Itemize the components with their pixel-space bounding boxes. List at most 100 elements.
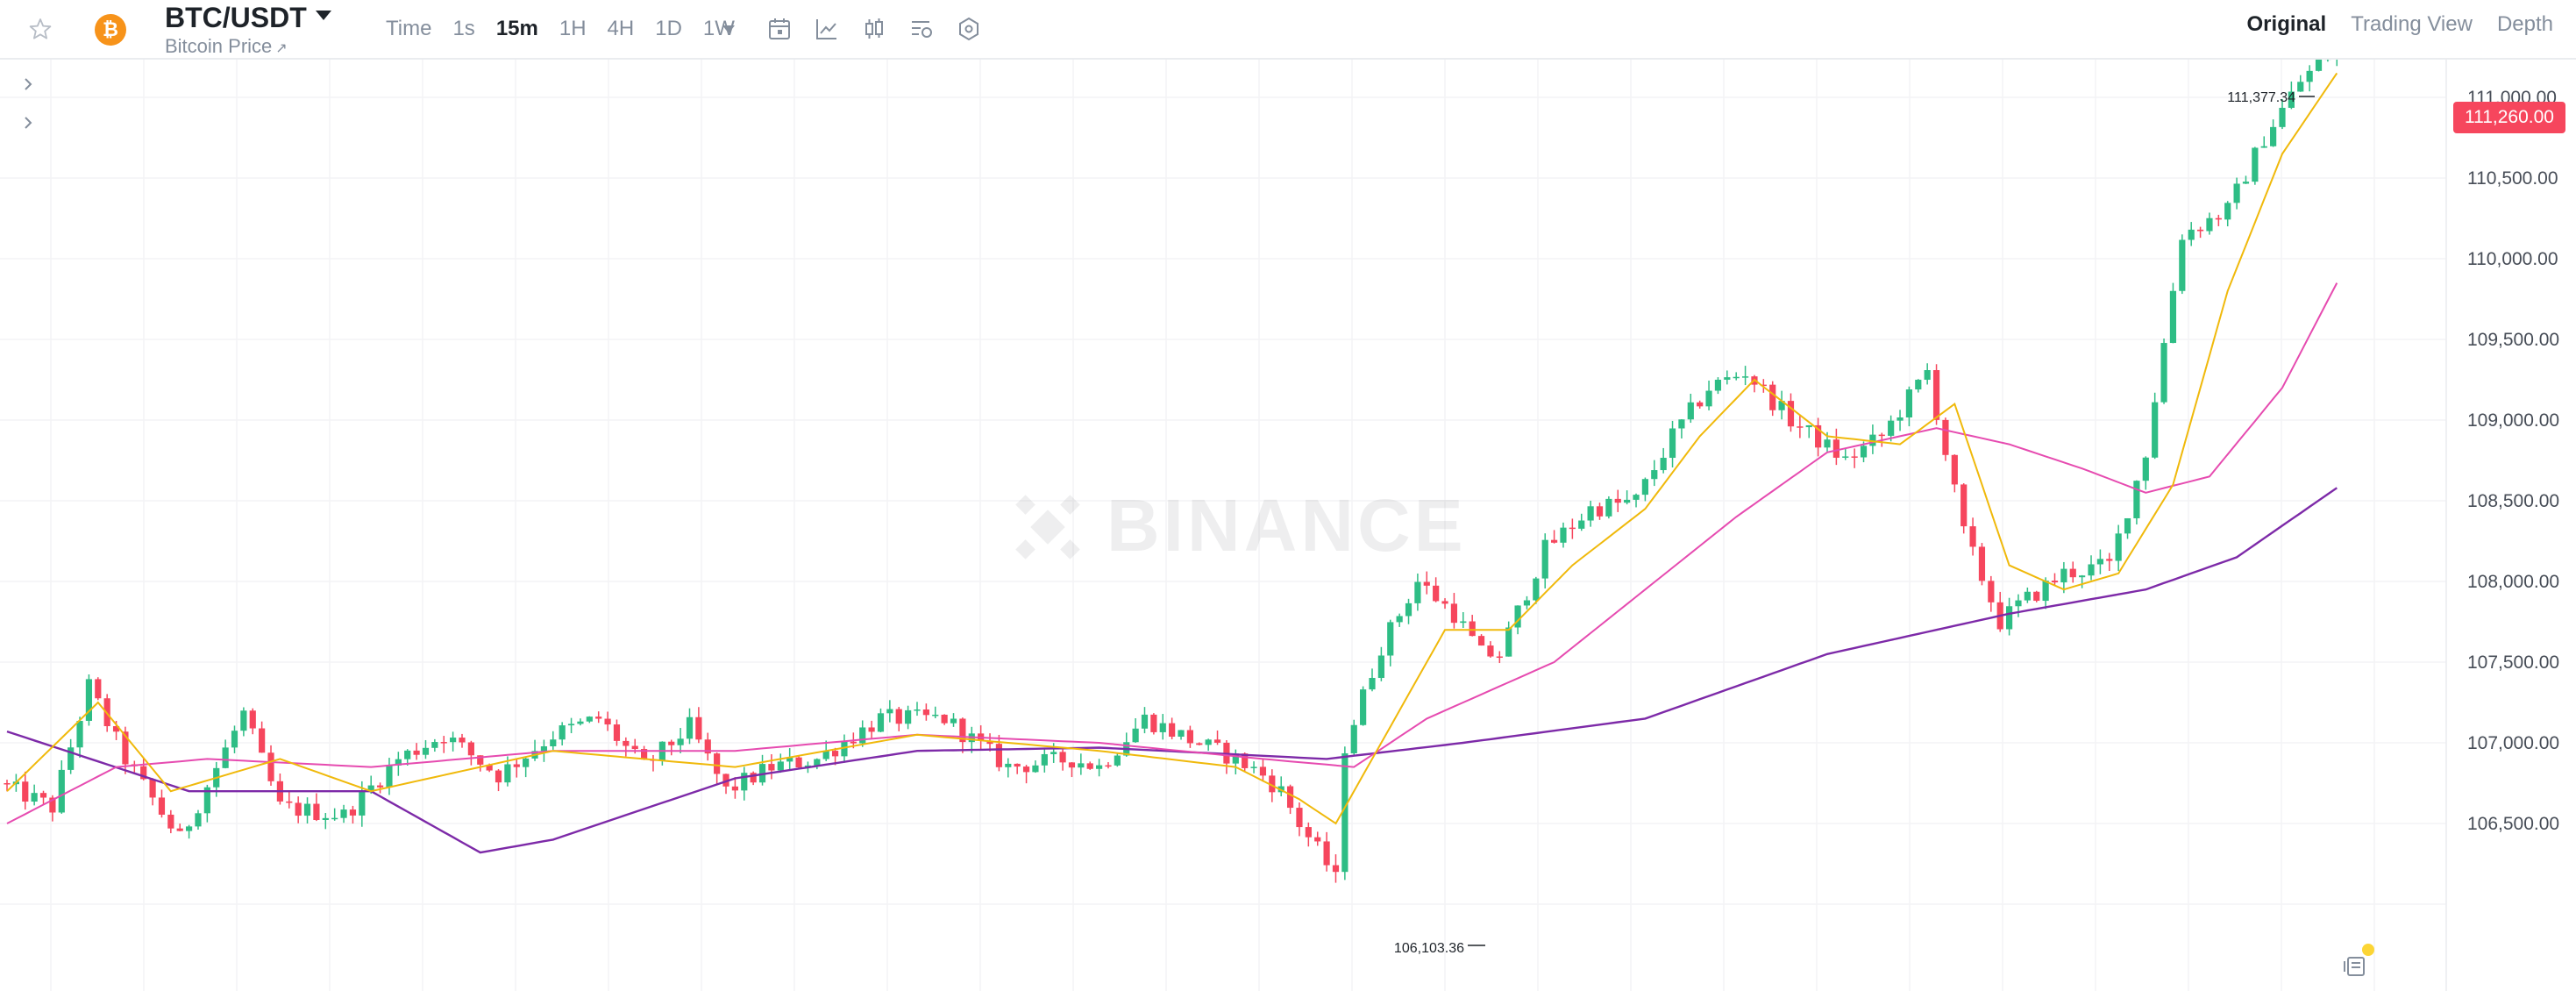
display-settings-icon[interactable]	[908, 16, 935, 42]
pair-dropdown-caret-icon[interactable]	[316, 11, 331, 20]
candle	[1905, 386, 1913, 427]
candle-body	[959, 718, 966, 743]
candle-body	[1988, 581, 1995, 602]
candle	[2088, 555, 2095, 581]
candle-body	[1678, 419, 1685, 429]
view-original[interactable]: Original	[2246, 12, 2327, 36]
interval-1s[interactable]: 1s	[452, 17, 475, 40]
bitcoin-coin-icon: ₿	[95, 14, 126, 46]
candle-body	[376, 785, 384, 788]
candle-body	[2106, 559, 2113, 561]
candle-style-icon[interactable]	[861, 16, 887, 42]
more-intervals-caret-icon[interactable]	[722, 25, 735, 33]
candle-body	[841, 741, 848, 757]
candle-body	[1250, 766, 1257, 768]
candle-body	[203, 787, 210, 814]
candle	[905, 705, 912, 730]
candle-body	[1186, 730, 1193, 744]
candle	[2024, 587, 2031, 603]
candle-body	[249, 710, 256, 729]
candle	[1414, 573, 1421, 611]
candle-body	[2006, 606, 2013, 630]
candle-body	[1050, 752, 1057, 754]
favorite-star-icon[interactable]	[25, 14, 56, 46]
candle-body	[750, 773, 757, 783]
candle	[2060, 561, 2067, 594]
notes-icon[interactable]	[2341, 952, 2371, 979]
candle	[1605, 496, 1612, 519]
candle-body	[1369, 678, 1376, 690]
expand-chevron-icon[interactable]	[18, 112, 39, 133]
candle-body	[877, 713, 885, 732]
candle-body	[1669, 428, 1676, 459]
candle-body	[1714, 380, 1722, 391]
indicator-chart-icon[interactable]	[814, 16, 840, 42]
candle-body	[1697, 402, 1704, 407]
candle	[1114, 753, 1121, 767]
candle-body	[1169, 723, 1176, 738]
candle	[1396, 613, 1403, 627]
candle	[2260, 136, 2267, 148]
interval-1h[interactable]: 1H	[559, 17, 587, 40]
candle-body	[158, 797, 166, 815]
candle	[567, 717, 575, 734]
candle	[2152, 392, 2159, 460]
interval-time[interactable]: Time	[386, 17, 432, 40]
candle	[459, 733, 466, 748]
candle-body	[686, 717, 694, 739]
candle-body	[1296, 808, 1303, 828]
candle	[1705, 380, 1712, 410]
candle	[39, 790, 47, 804]
candle	[1560, 522, 1567, 548]
candle-body	[604, 718, 611, 725]
candle	[1022, 765, 1030, 784]
interval-1d[interactable]: 1D	[655, 17, 682, 40]
candle	[741, 766, 748, 801]
candle-body	[586, 717, 593, 722]
candle-body	[1141, 714, 1149, 729]
calendar-icon[interactable]	[766, 16, 793, 42]
candle-body	[814, 759, 821, 766]
ma-slow-line	[6, 487, 2338, 854]
interval-15m[interactable]: 15m	[495, 17, 538, 40]
view-depth[interactable]: Depth	[2496, 12, 2553, 36]
candle	[240, 707, 247, 737]
candle-body	[31, 793, 38, 802]
candle-body	[1469, 621, 1476, 637]
candle	[1159, 714, 1166, 740]
candle-body	[1477, 636, 1485, 646]
candle	[695, 707, 702, 744]
candle-body	[22, 781, 29, 802]
pair-title[interactable]: BTC/USDT	[165, 2, 307, 33]
candle-body	[186, 826, 193, 831]
candle	[431, 738, 438, 752]
candle-body	[1605, 498, 1612, 517]
subtitle-link[interactable]: Bitcoin Price ↗	[165, 35, 288, 61]
high-price-label: 111,377.34	[2227, 90, 2295, 105]
candle	[1624, 490, 1631, 505]
candle-body	[1132, 728, 1139, 743]
candle-body	[768, 764, 775, 771]
view-trading-view[interactable]: Trading View	[2351, 12, 2473, 36]
candle-body	[395, 759, 402, 766]
candle-body	[1533, 578, 1540, 601]
candle	[768, 754, 775, 780]
candle-body	[950, 718, 957, 724]
candle	[677, 728, 684, 753]
interval-4h[interactable]: 4H	[607, 17, 635, 40]
price-chart[interactable]: BINANCE 106,500.00107,000.00107,500.0010…	[0, 60, 2576, 991]
candle-body	[1032, 765, 1039, 773]
candle	[1724, 370, 1731, 385]
candle-body	[1213, 739, 1221, 743]
settings-hex-icon[interactable]	[956, 16, 982, 42]
candle-body	[1487, 645, 1494, 657]
candle	[1005, 758, 1012, 778]
candle-body	[1896, 417, 1904, 421]
expand-chevron-icon[interactable]	[18, 74, 39, 95]
candle-body	[140, 766, 147, 780]
candle	[186, 824, 193, 839]
candle-body	[704, 739, 711, 754]
candle	[85, 674, 93, 726]
candle	[859, 720, 866, 747]
candle-body	[359, 790, 366, 816]
